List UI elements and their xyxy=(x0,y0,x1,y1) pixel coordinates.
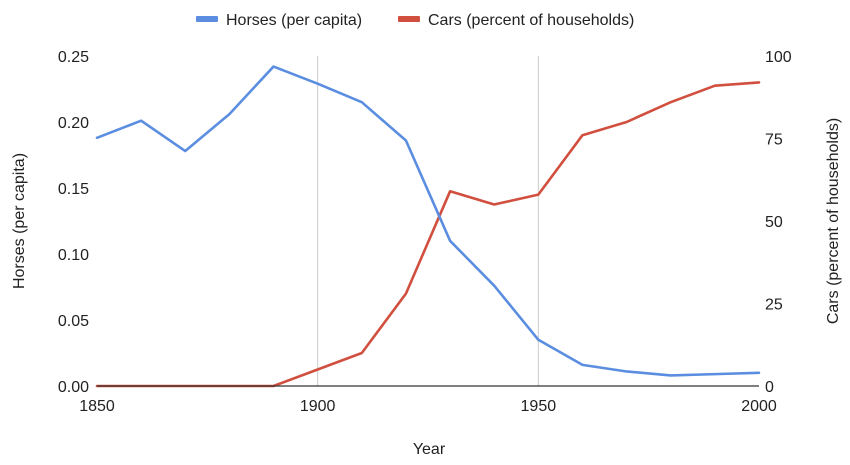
x-tick-label: 1900 xyxy=(300,398,336,415)
chart-legend: Horses (per capita) Cars (percent of hou… xyxy=(196,12,634,29)
legend-label-cars: Cars (percent of households) xyxy=(428,12,634,29)
y-left-tick-label: 0.20 xyxy=(58,115,89,132)
y-right-tick-label: 50 xyxy=(765,214,783,231)
series-lines xyxy=(95,65,761,388)
y-right-tick-label: 100 xyxy=(765,49,792,66)
gridlines xyxy=(317,56,539,386)
axes: 1850 1900 1950 2000 0.00 0.05 0.10 0.15 0.20 0.25… xyxy=(58,49,792,415)
y-right-tick-label: 25 xyxy=(765,297,783,314)
y-axis-left-title: Horses (per capita) xyxy=(11,153,28,289)
legend-label-horses: Horses (per capita) xyxy=(226,12,362,29)
legend-swatch-horses xyxy=(196,16,218,22)
series-line-cars xyxy=(95,81,761,388)
y-left-tick-label: 0.15 xyxy=(58,181,89,198)
y-axis-right-title: Cars (percent of households) xyxy=(825,118,842,324)
x-tick-label: 1950 xyxy=(521,398,557,415)
series-line-horses xyxy=(95,65,761,377)
legend-swatch-cars xyxy=(398,16,420,22)
y-right-tick-label: 0 xyxy=(765,379,774,396)
x-tick-label: 1850 xyxy=(79,398,115,415)
y-left-tick-label: 0.05 xyxy=(58,313,89,330)
y-right-tick-label: 75 xyxy=(765,132,783,149)
y-left-tick-label: 0.10 xyxy=(58,247,89,264)
y-left-tick-label: 0.00 xyxy=(58,379,89,396)
y-left-tick-label: 0.25 xyxy=(58,49,89,66)
x-tick-label: 2000 xyxy=(741,398,777,415)
x-axis-title: Year xyxy=(413,441,446,458)
